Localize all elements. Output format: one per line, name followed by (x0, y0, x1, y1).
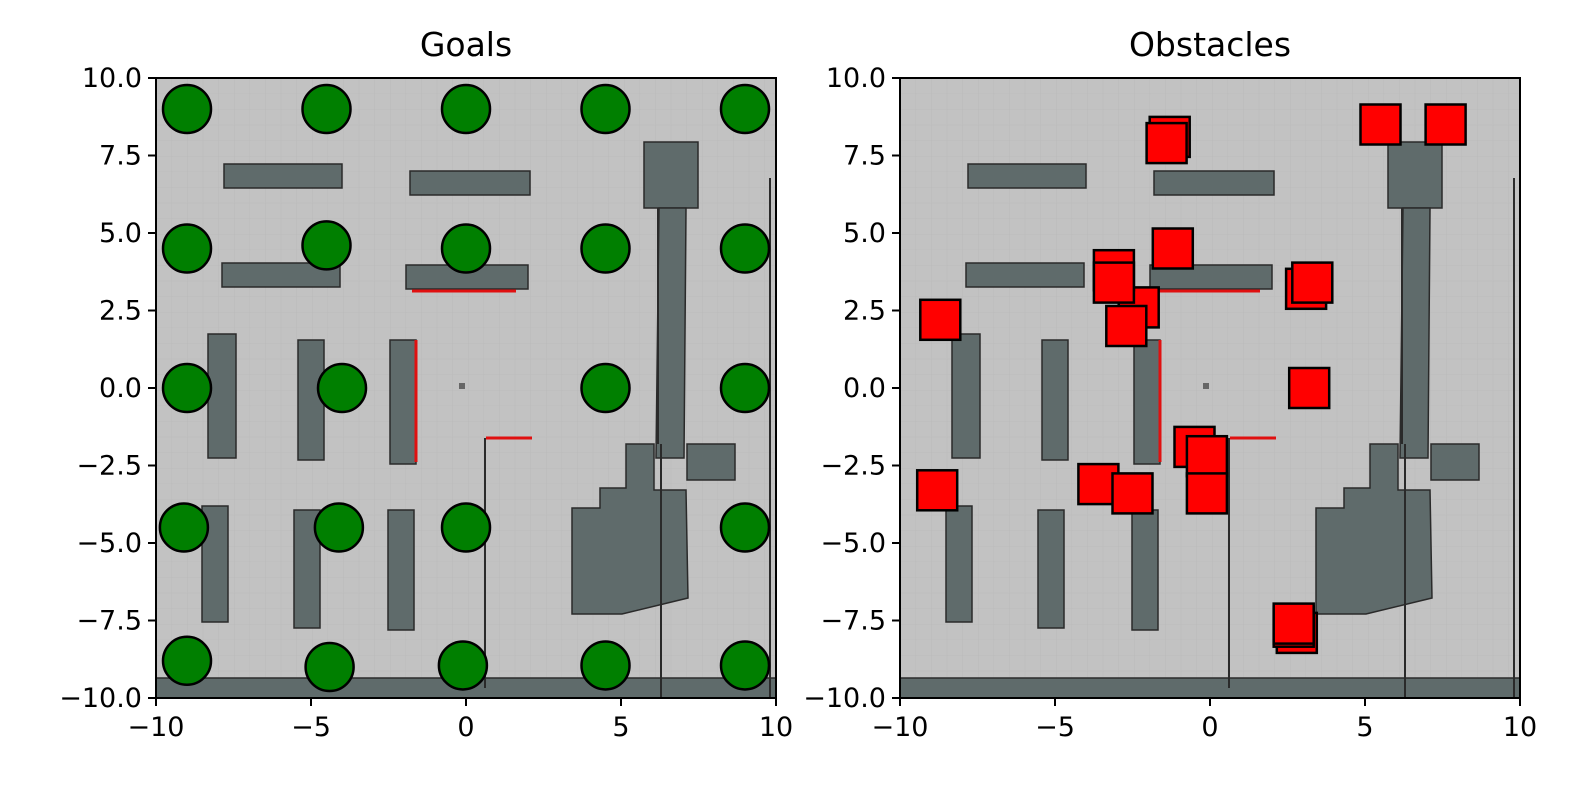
goals-ytick-label: 5.0 (99, 218, 142, 249)
obstacle-marker (1105, 304, 1148, 348)
goal-marker (440, 223, 492, 274)
obstacles-ytick-label: 7.5 (843, 141, 886, 172)
goal-marker (161, 83, 213, 135)
goal-marker (580, 223, 631, 274)
goal-marker (304, 641, 355, 693)
goal-marker (580, 640, 631, 691)
goal-marker (301, 220, 352, 271)
goals-map (155, 78, 777, 699)
goal-marker (158, 502, 210, 553)
obstacle-marker (1287, 366, 1331, 410)
obstacle-marker (1092, 261, 1136, 304)
goals-xtick-label: −10 (128, 712, 185, 743)
goal-marker (719, 223, 771, 274)
obstacle-marker (1185, 434, 1229, 478)
goals-ytick-label: 2.5 (99, 296, 142, 327)
obstacles-ytick-label: −7.5 (820, 606, 886, 637)
obstacles-markers (915, 103, 1467, 655)
goal-marker (301, 83, 352, 135)
obstacle-marker (1111, 472, 1154, 515)
obstacle-marker (1359, 103, 1402, 146)
goal-marker (161, 362, 213, 414)
obstacle-marker (919, 298, 962, 342)
goal-marker (719, 83, 771, 135)
obstacles-xtick-label: 5 (1356, 712, 1373, 743)
goal-marker (316, 362, 368, 414)
obstacles-panel: Obstacles (803, 25, 1537, 743)
obstacles-xtick-label: −10 (872, 712, 929, 743)
goal-marker (580, 83, 631, 135)
goals-ytick-label: −5.0 (76, 528, 142, 559)
goal-marker (161, 635, 213, 687)
obstacles-ytick-label: 5.0 (843, 218, 886, 249)
goal-marker (440, 83, 492, 135)
goals-ytick-label: −10.0 (59, 683, 142, 714)
obstacles-map (899, 78, 1521, 699)
obstacle-marker (1424, 103, 1467, 146)
goal-marker (440, 502, 492, 553)
obstacle-marker (1145, 121, 1188, 165)
goals-ytick-label: −2.5 (76, 451, 142, 482)
obstacle-marker (1291, 261, 1334, 304)
goal-marker (580, 362, 631, 414)
obstacles-xtick-label: 0 (1201, 712, 1218, 743)
goals-xtick-label: 5 (612, 712, 629, 743)
goals-ytick-label: 10.0 (82, 63, 142, 94)
goal-marker (161, 223, 213, 274)
goal-marker (719, 502, 771, 553)
goals-markers (158, 83, 771, 693)
goals-ytick-label: 0.0 (99, 373, 142, 404)
obstacles-ytick-label: −5.0 (820, 528, 886, 559)
obstacles-xtick-label: 10 (1503, 712, 1537, 743)
goals-xtick-label: 10 (759, 712, 793, 743)
goals-panel: Goals (59, 25, 793, 743)
obstacles-ytick-label: 2.5 (843, 296, 886, 327)
goals-ytick-label: 7.5 (99, 141, 142, 172)
goal-marker (719, 640, 771, 691)
obstacles-ytick-label: 10.0 (826, 63, 886, 94)
goals-xtick-label: −5 (291, 712, 331, 743)
obstacle-marker (1272, 602, 1315, 645)
obstacles-xtick-label: −5 (1035, 712, 1075, 743)
goal-marker (719, 362, 771, 414)
obstacle-marker (1185, 472, 1229, 515)
goal-marker (437, 640, 489, 691)
goals-title: Goals (420, 25, 512, 64)
obstacles-title: Obstacles (1129, 25, 1291, 64)
obstacles-ytick-label: −10.0 (803, 683, 886, 714)
obstacles-ytick-label: −2.5 (820, 451, 886, 482)
goal-marker (313, 502, 365, 553)
obstacles-ytick-label: 0.0 (843, 373, 886, 404)
goals-ticks: −10 −5 0 5 10 −10.0 −7.5 −5.0 −2.5 0.0 2.5 5.0 7.5 10… (59, 63, 793, 743)
obstacles-ticks: −10 −5 0 5 10 −10.0 −7.5 −5.0 −2.5 0.0 2.5 5.0 7.5 10… (803, 63, 1537, 743)
obstacle-marker (915, 469, 959, 512)
obstacle-marker (1151, 227, 1195, 270)
goals-xtick-label: 0 (457, 712, 474, 743)
goals-ytick-label: −7.5 (76, 606, 142, 637)
